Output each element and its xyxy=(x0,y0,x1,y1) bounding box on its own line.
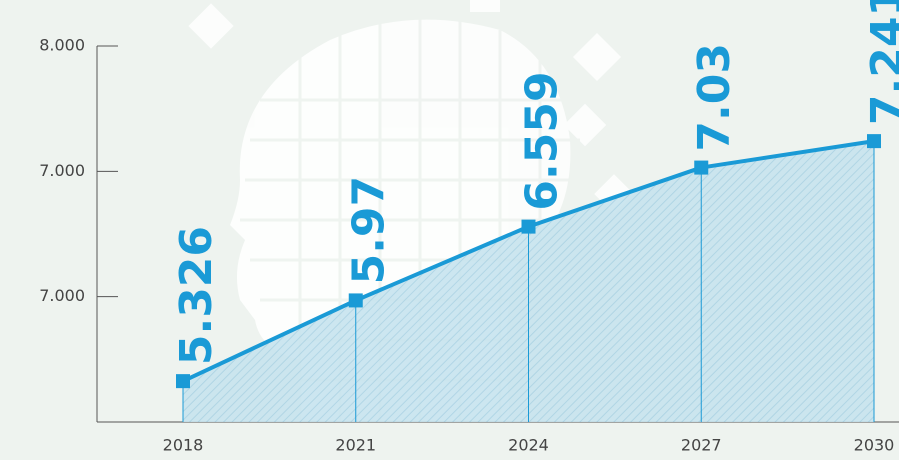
x-tick-label: 2018 xyxy=(163,436,204,455)
point xyxy=(176,374,190,389)
y-tick-label: 7.000 xyxy=(39,286,85,305)
point xyxy=(521,219,536,234)
point xyxy=(867,134,881,149)
x-tick-label: 2024 xyxy=(508,436,549,455)
value-label: 5.97 xyxy=(344,176,395,285)
x-tick-label: 2021 xyxy=(335,436,376,455)
x-tick-label: 2027 xyxy=(681,436,722,455)
value-label: 7.03 xyxy=(689,43,740,152)
y-tick-label: 7.000 xyxy=(39,161,85,180)
y-tick-label: 8.000 xyxy=(39,36,85,55)
point xyxy=(348,293,363,308)
point xyxy=(694,160,709,175)
x-tick-label: 2030 xyxy=(854,436,895,455)
value-label: 6.559 xyxy=(517,71,568,210)
value-label: 5.326 xyxy=(171,226,222,365)
value-label: 7.241 xyxy=(862,0,899,125)
